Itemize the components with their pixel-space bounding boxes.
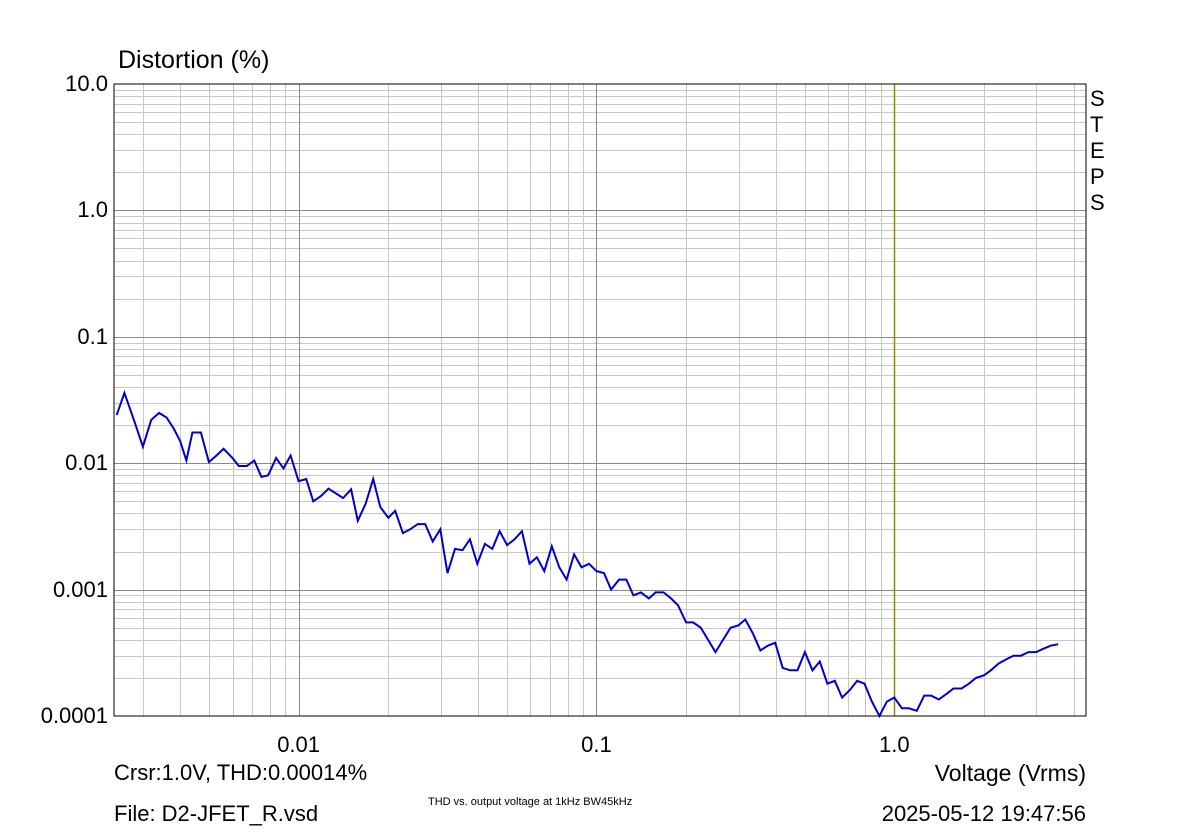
chart-title: Distortion (%) <box>118 46 270 74</box>
steps-letter: S <box>1090 190 1105 215</box>
steps-letter: T <box>1090 112 1104 137</box>
steps-letter: S <box>1090 86 1105 111</box>
x-axis-label: Voltage (Vrms) <box>934 760 1086 786</box>
plot-frame <box>113 83 1087 717</box>
steps-letter: P <box>1090 164 1105 189</box>
file-name: File: D2-JFET_R.vsd <box>114 801 319 826</box>
x-tick-label: 1.0 <box>879 732 910 757</box>
steps-letter: E <box>1090 138 1105 163</box>
y-tick-label: 1.0 <box>77 197 108 223</box>
y-tick-label: 10.0 <box>65 71 108 96</box>
y-tick-label: 0.01 <box>65 450 108 476</box>
timestamp: 2025-05-12 19:47:56 <box>881 801 1086 826</box>
chart-caption: THD vs. output voltage at 1kHz BW45kHz <box>428 796 633 808</box>
thd-series-line <box>115 389 1059 719</box>
x-tick-label: 0.1 <box>581 732 612 757</box>
x-tick-label: 0.01 <box>277 732 321 757</box>
y-tick-label: 0.0001 <box>40 703 108 728</box>
minor-gridlines <box>114 84 1086 716</box>
cursor-readout: Crsr:1.0V, THD:0.00014% <box>114 760 368 785</box>
y-tick-label: 0.1 <box>77 323 108 349</box>
y-tick-label: 0.001 <box>52 576 108 602</box>
major-gridlines <box>114 84 1086 716</box>
